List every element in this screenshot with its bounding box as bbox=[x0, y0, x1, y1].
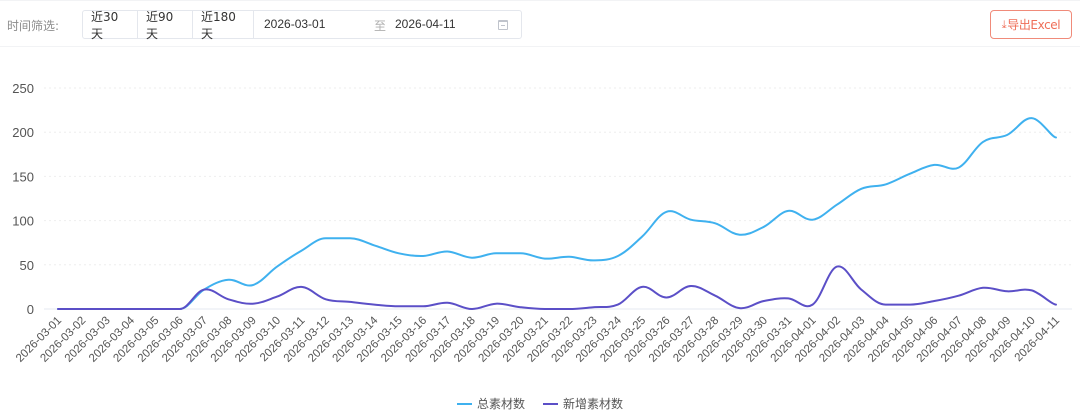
y-tick-label: 0 bbox=[27, 302, 34, 317]
top-divider bbox=[0, 0, 1080, 1]
time-filter-label: 时间筛选: bbox=[7, 19, 60, 33]
y-tick-label: 100 bbox=[12, 214, 34, 229]
series-new-line[interactable] bbox=[57, 265, 1057, 311]
range-90-days-button[interactable]: 近90天 bbox=[138, 10, 193, 41]
legend-item-new[interactable]: 新增素材数 bbox=[543, 395, 623, 412]
header-divider bbox=[0, 46, 1080, 47]
date-range-picker[interactable]: 2026-03-01 至 2026-04-11 bbox=[254, 11, 521, 38]
legend-item-total[interactable]: 总素材数 bbox=[456, 395, 525, 412]
range-30-days-button[interactable]: 近30天 bbox=[83, 10, 138, 41]
legend-line-icon bbox=[543, 402, 558, 405]
series-total-line[interactable] bbox=[57, 117, 1057, 310]
line-chart: 0 50 100 150 200 250 2026-03-01 2026-03-02 2026-… bbox=[0, 70, 1080, 416]
time-filter-group: 近30天 近90天 近180天 2026-03-01 至 2026-04-11 bbox=[82, 10, 522, 41]
calendar-icon[interactable] bbox=[498, 20, 508, 30]
export-excel-button[interactable]: ⤓ 导出Excel bbox=[990, 10, 1072, 39]
y-tick-label: 250 bbox=[12, 81, 34, 96]
legend-label: 新增素材数 bbox=[563, 397, 624, 411]
export-excel-label: 导出Excel bbox=[1007, 18, 1061, 32]
y-tick-label: 50 bbox=[20, 258, 34, 273]
legend-label: 总素材数 bbox=[476, 397, 525, 411]
legend-line-icon bbox=[456, 402, 472, 405]
chart-legend: 总素材数 新增素材数 bbox=[0, 395, 1080, 412]
end-date-input[interactable]: 2026-04-11 bbox=[395, 17, 456, 31]
date-range-separator: 至 bbox=[374, 19, 387, 33]
download-icon: ⤓ bbox=[1001, 17, 1007, 31]
chart-canvas: 0501001502002502026-03-012026-03-022026-… bbox=[12, 81, 1072, 365]
start-date-input[interactable]: 2026-03-01 bbox=[264, 17, 326, 31]
y-tick-label: 150 bbox=[12, 169, 34, 184]
range-180-days-button[interactable]: 近180天 bbox=[193, 10, 254, 41]
y-tick-label: 200 bbox=[12, 125, 34, 140]
